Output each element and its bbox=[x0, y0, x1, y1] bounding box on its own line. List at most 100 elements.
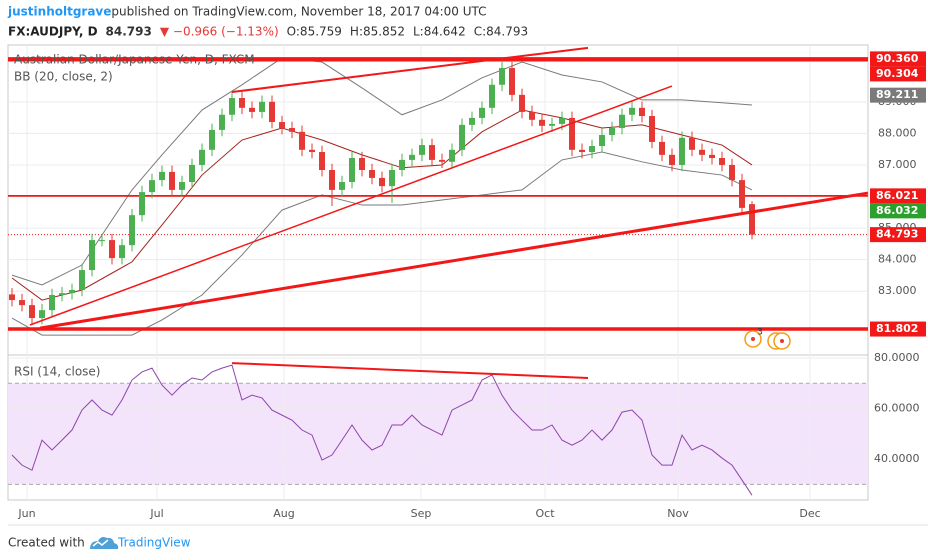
y-tick-label: 84.000 bbox=[878, 253, 917, 266]
bb-middle bbox=[11, 109, 753, 301]
trendline bbox=[231, 46, 589, 94]
candle-body bbox=[369, 170, 375, 178]
x-tick-label: Oct bbox=[535, 507, 555, 520]
price-label: 89.211 bbox=[876, 88, 918, 101]
candle-body bbox=[679, 137, 685, 165]
panel-frame bbox=[7, 44, 869, 501]
candle-body bbox=[59, 293, 65, 296]
candle-body bbox=[579, 149, 585, 153]
candle-body bbox=[629, 107, 635, 115]
candle-body bbox=[379, 177, 385, 187]
header-published: published on TradingView.com, November 1… bbox=[111, 5, 486, 19]
candle-body bbox=[249, 107, 255, 112]
x-tick-label: Jul bbox=[149, 507, 163, 520]
candle-body bbox=[649, 116, 655, 142]
candle-body bbox=[349, 158, 355, 183]
header-close: C:84.793 bbox=[474, 25, 528, 39]
candle-body bbox=[39, 310, 45, 319]
candle-body bbox=[209, 129, 215, 150]
footer-brand: TradingView bbox=[117, 536, 191, 550]
rsi-legend: RSI (14, close) bbox=[14, 365, 100, 379]
candle-body bbox=[149, 180, 155, 193]
candle-body bbox=[419, 145, 425, 155]
trendline bbox=[39, 191, 869, 330]
rsi-trendline bbox=[231, 362, 589, 379]
price-label: 90.304 bbox=[876, 67, 919, 80]
candle-body bbox=[139, 192, 145, 216]
candle-body bbox=[459, 124, 465, 150]
candle-body bbox=[169, 171, 175, 190]
candle-body bbox=[109, 240, 115, 259]
candle-body bbox=[189, 164, 195, 183]
candle-body bbox=[239, 98, 245, 108]
candle-body bbox=[339, 182, 345, 190]
x-tick-label: Jun bbox=[17, 507, 35, 520]
x-tick-label: Dec bbox=[799, 507, 820, 520]
price-label-bg bbox=[870, 51, 926, 67]
rsi-band bbox=[8, 383, 868, 485]
rsi-tick-label: 40.0000 bbox=[874, 452, 920, 465]
candle-body bbox=[509, 68, 515, 95]
chart-title: Australian Dollar/Japanese Yen, D, FXCM bbox=[14, 53, 255, 67]
candle-body bbox=[329, 170, 335, 190]
y-tick-label: 87.000 bbox=[878, 158, 917, 171]
candle-body bbox=[619, 114, 625, 129]
candle-body bbox=[19, 300, 25, 306]
candle-body bbox=[519, 94, 525, 112]
x-tick-label: Aug bbox=[273, 507, 294, 520]
candle-body bbox=[739, 180, 745, 208]
candle-body bbox=[159, 171, 165, 181]
candle-body bbox=[499, 68, 505, 85]
trendline bbox=[29, 85, 673, 326]
candle-body bbox=[669, 154, 675, 165]
y-tick-label: 83.000 bbox=[878, 284, 917, 297]
price-label: 86.021 bbox=[876, 189, 918, 202]
header-high: H:85.852 bbox=[350, 25, 405, 39]
candle-body bbox=[279, 122, 285, 129]
candle-body bbox=[559, 117, 565, 124]
candle-body bbox=[259, 101, 265, 112]
price-label: 84.793 bbox=[876, 228, 918, 241]
candle-body bbox=[319, 152, 325, 171]
price-label: 90.360 bbox=[876, 52, 919, 65]
price-label-bg bbox=[870, 227, 926, 243]
candle-body bbox=[359, 158, 365, 171]
bb-legend: BB (20, close, 2) bbox=[14, 70, 113, 84]
candle-body bbox=[489, 84, 495, 108]
candle-body bbox=[99, 240, 105, 242]
candle-body bbox=[569, 117, 575, 150]
candle-body bbox=[309, 149, 315, 153]
candle-body bbox=[229, 98, 235, 115]
candle-body bbox=[749, 204, 755, 235]
header-open: O:85.759 bbox=[287, 25, 342, 39]
candle-body bbox=[479, 107, 485, 118]
event-markers bbox=[744, 330, 791, 350]
candle-body bbox=[699, 149, 705, 155]
candle-body bbox=[729, 164, 735, 181]
price-label-bg bbox=[870, 66, 926, 82]
bb-upper bbox=[11, 57, 753, 286]
candle-body bbox=[199, 149, 205, 165]
candle-body bbox=[439, 159, 445, 162]
candle-body bbox=[179, 182, 185, 190]
footer-created: Created with bbox=[8, 536, 85, 550]
candle-body bbox=[299, 131, 305, 150]
candle-body bbox=[539, 119, 545, 126]
y-tick-label: 88.000 bbox=[878, 126, 917, 139]
candle-body bbox=[609, 128, 615, 135]
rsi-line bbox=[11, 364, 753, 496]
tradingview-logo bbox=[90, 537, 119, 549]
candle-body bbox=[79, 270, 85, 290]
candle-body bbox=[409, 154, 415, 160]
candle-body bbox=[469, 117, 475, 125]
candle-body bbox=[49, 295, 55, 311]
candle-body bbox=[29, 305, 35, 319]
candle-body bbox=[639, 107, 645, 117]
candle-body bbox=[269, 101, 275, 123]
header-author: justinholtgrave bbox=[7, 5, 111, 19]
candle-body bbox=[389, 170, 395, 187]
candle-body bbox=[219, 114, 225, 130]
header-symbol: FX:AUDJPY, D bbox=[8, 25, 98, 39]
header-low: L:84.642 bbox=[413, 25, 466, 39]
